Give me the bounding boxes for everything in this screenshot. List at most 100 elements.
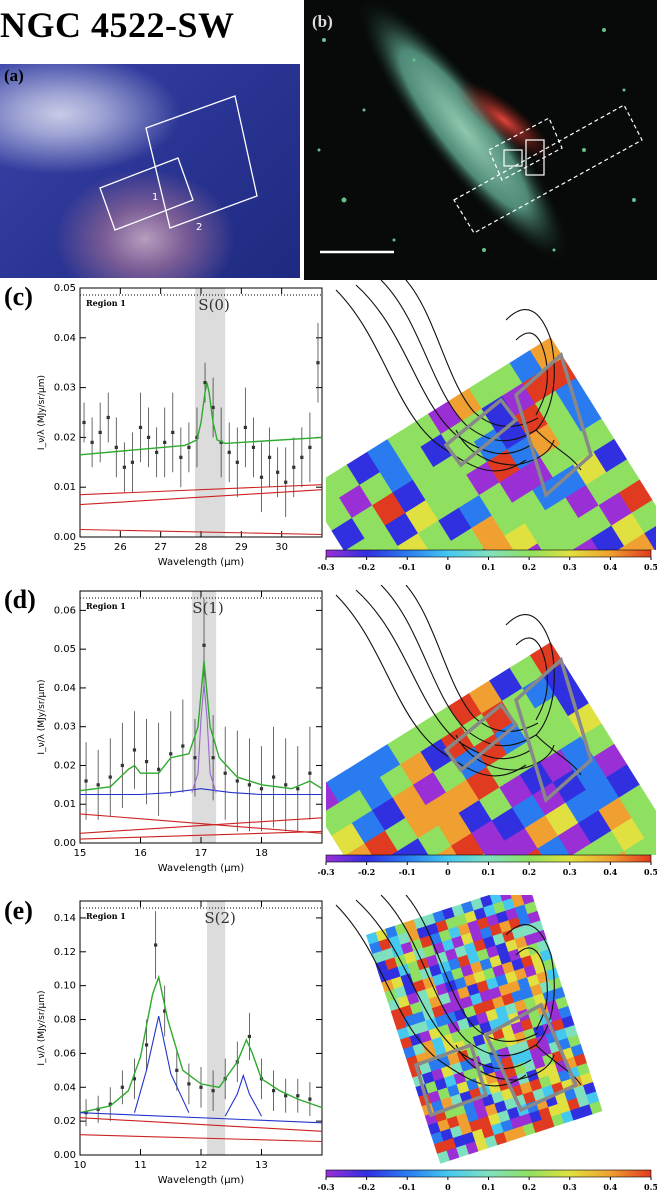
map-pixel [526, 974, 541, 988]
map-pixel [508, 895, 522, 899]
data-point [251, 445, 256, 449]
map-pixel [425, 1017, 439, 1031]
map-pixel [512, 794, 546, 829]
y-tick-label: 0.03 [54, 722, 76, 733]
map-pixel [644, 520, 656, 550]
map-pixel [537, 835, 572, 855]
map-pixel [509, 654, 544, 689]
data-point [175, 1068, 179, 1072]
map-pixel [418, 1061, 433, 1076]
map-pixel [406, 960, 421, 974]
map-pixel [387, 426, 422, 460]
map-pixel [573, 1053, 588, 1067]
map-pixel [495, 1005, 509, 1019]
map-pixel [415, 1020, 430, 1034]
aperture-box [443, 397, 519, 468]
map-pixel [557, 1100, 571, 1115]
x-axis-label: Wavelength (μm) [158, 557, 245, 568]
x-tick-label: 29 [235, 542, 248, 553]
colorbar-tick-label: 0 [445, 1182, 451, 1192]
data-point [211, 756, 215, 760]
map-pixel [387, 998, 401, 1012]
panel-b-label: (b) [312, 12, 333, 31]
map-pixel [478, 1116, 492, 1130]
map-pixel [448, 692, 483, 727]
map-pixel [522, 1091, 537, 1105]
map-pixel [606, 459, 640, 493]
data-point [122, 465, 126, 469]
map-pixel [541, 1116, 555, 1130]
colorbar-tick-label: 0.2 [522, 867, 536, 877]
map-pixel [432, 910, 446, 924]
map-pixel [400, 941, 414, 955]
map-pixel [471, 820, 506, 854]
map-pixel [519, 456, 554, 491]
map-pixel [494, 1131, 508, 1146]
data-point [308, 445, 312, 449]
map-pixel [437, 1150, 451, 1164]
map-pixel [394, 985, 408, 999]
data-point [98, 430, 102, 435]
data-point [144, 1043, 149, 1047]
map-pixel [618, 479, 653, 514]
map-pixel [456, 1144, 470, 1158]
contour-line [355, 899, 532, 1070]
map-pixel [486, 945, 500, 959]
map-pixel [463, 973, 477, 987]
x-tick-label: 17 [195, 848, 208, 859]
map-pixel [488, 1081, 502, 1095]
colorbar-tick-label: 0.1 [482, 562, 496, 572]
map-pixel [497, 1109, 511, 1124]
map-pixel [434, 1014, 449, 1028]
data-point [202, 643, 206, 647]
map-pixel [504, 1002, 518, 1016]
contour-line [355, 589, 532, 760]
colorbar-tick-label: -0.3 [318, 562, 335, 572]
y-tick-label: 0.01 [54, 482, 76, 493]
map-pixel [421, 1071, 436, 1085]
map-pixel [472, 1002, 487, 1016]
y-tick-label: 0.00 [54, 1150, 76, 1161]
x-tick-label: 18 [255, 848, 268, 859]
y-tick-label: 0.04 [54, 333, 76, 344]
y-tick-label: 0.05 [54, 644, 76, 655]
map-pixel [359, 776, 394, 811]
map-pixel [501, 1056, 515, 1070]
map-pixel [530, 951, 544, 966]
map-pixel [606, 764, 640, 798]
colorbar-strip [325, 1169, 652, 1178]
data-point [82, 420, 86, 425]
contour-line [515, 332, 548, 416]
data-point [163, 440, 167, 444]
y-tick-label: 0.02 [54, 1116, 76, 1127]
map-pixel [448, 926, 462, 940]
map-pixel [461, 900, 475, 915]
map-pixel [573, 756, 607, 791]
map-pixel [476, 1011, 490, 1025]
map-pixel [396, 1026, 411, 1041]
map-pixel [448, 957, 462, 971]
map-pixel [527, 728, 562, 763]
map-pixel [486, 913, 500, 927]
map-pixel [527, 423, 562, 458]
map-pixel [564, 1024, 578, 1039]
region-label: Region 1 [86, 911, 126, 921]
data-point [120, 1085, 124, 1089]
series-pah-continuum [80, 788, 322, 796]
y-tick-label: 0.05 [54, 283, 76, 294]
map-pixel [585, 471, 620, 506]
data-point [155, 450, 159, 454]
map-pixel [491, 1122, 505, 1136]
data-point [90, 440, 94, 444]
map-pixel [412, 1011, 427, 1025]
map-pixel [579, 1072, 594, 1086]
map-pixel [478, 1052, 493, 1067]
map-pixel [392, 479, 427, 514]
map-pixel [570, 1107, 584, 1121]
colorbar-tick-label: -0.3 [318, 1182, 335, 1192]
colorbar-tick-label: 0 [445, 867, 451, 877]
map-pixel [470, 961, 484, 975]
data-point [308, 771, 312, 775]
data-point [296, 1094, 300, 1098]
map-pixel [492, 995, 506, 1010]
